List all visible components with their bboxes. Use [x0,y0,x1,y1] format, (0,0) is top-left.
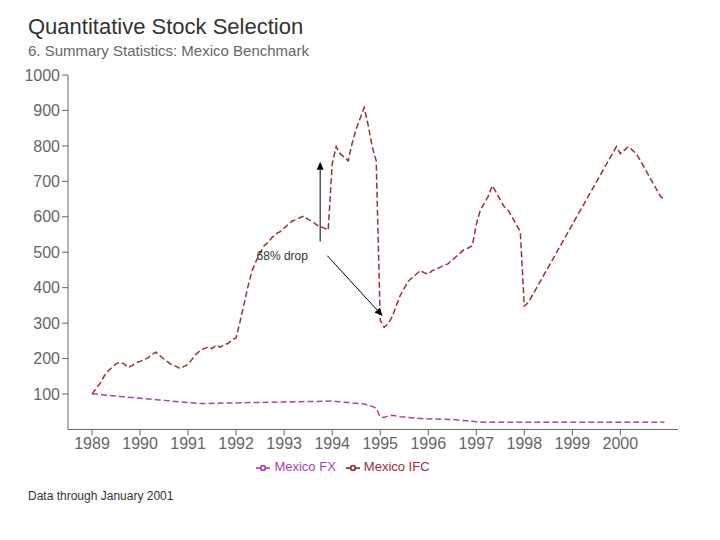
html-text:6. Summary Statistics: Mexico: 6. Summary Statistics: Mexico Benchmark [28,42,309,59]
svg-text:800: 800 [33,138,60,155]
svg-text:68% drop: 68% drop [257,249,309,263]
svg-text:1993: 1993 [266,435,302,452]
svg-text:1994: 1994 [314,435,350,452]
svg-text:1990: 1990 [122,435,158,452]
svg-text:1989: 1989 [74,435,110,452]
html-text:Mexico IFC: Mexico IFC [363,459,430,475]
svg-text:1000: 1000 [24,67,60,84]
svg-text:100: 100 [33,386,60,403]
svg-text:1996: 1996 [410,435,446,452]
svg-text:1999: 1999 [555,435,591,452]
svg-text:400: 400 [33,279,60,296]
svg-text:300: 300 [33,315,60,332]
svg-text:1991: 1991 [170,435,206,452]
svg-text:1997: 1997 [458,435,494,452]
svg-text:1995: 1995 [362,435,398,452]
svg-text:600: 600 [33,208,60,225]
svg-text:1998: 1998 [507,435,543,452]
html-text:Data through January 2001: Data through January 2001 [28,489,174,503]
svg-text:700: 700 [33,173,60,190]
svg-text:200: 200 [33,350,60,367]
svg-text:500: 500 [33,244,60,261]
html-text:Quantitative Stock Selection: Quantitative Stock Selection [28,14,304,39]
svg-text:2000: 2000 [603,435,639,452]
svg-text:1992: 1992 [218,435,254,452]
svg-text:900: 900 [33,102,60,119]
html-text:Mexico FX: Mexico FX [274,459,336,475]
